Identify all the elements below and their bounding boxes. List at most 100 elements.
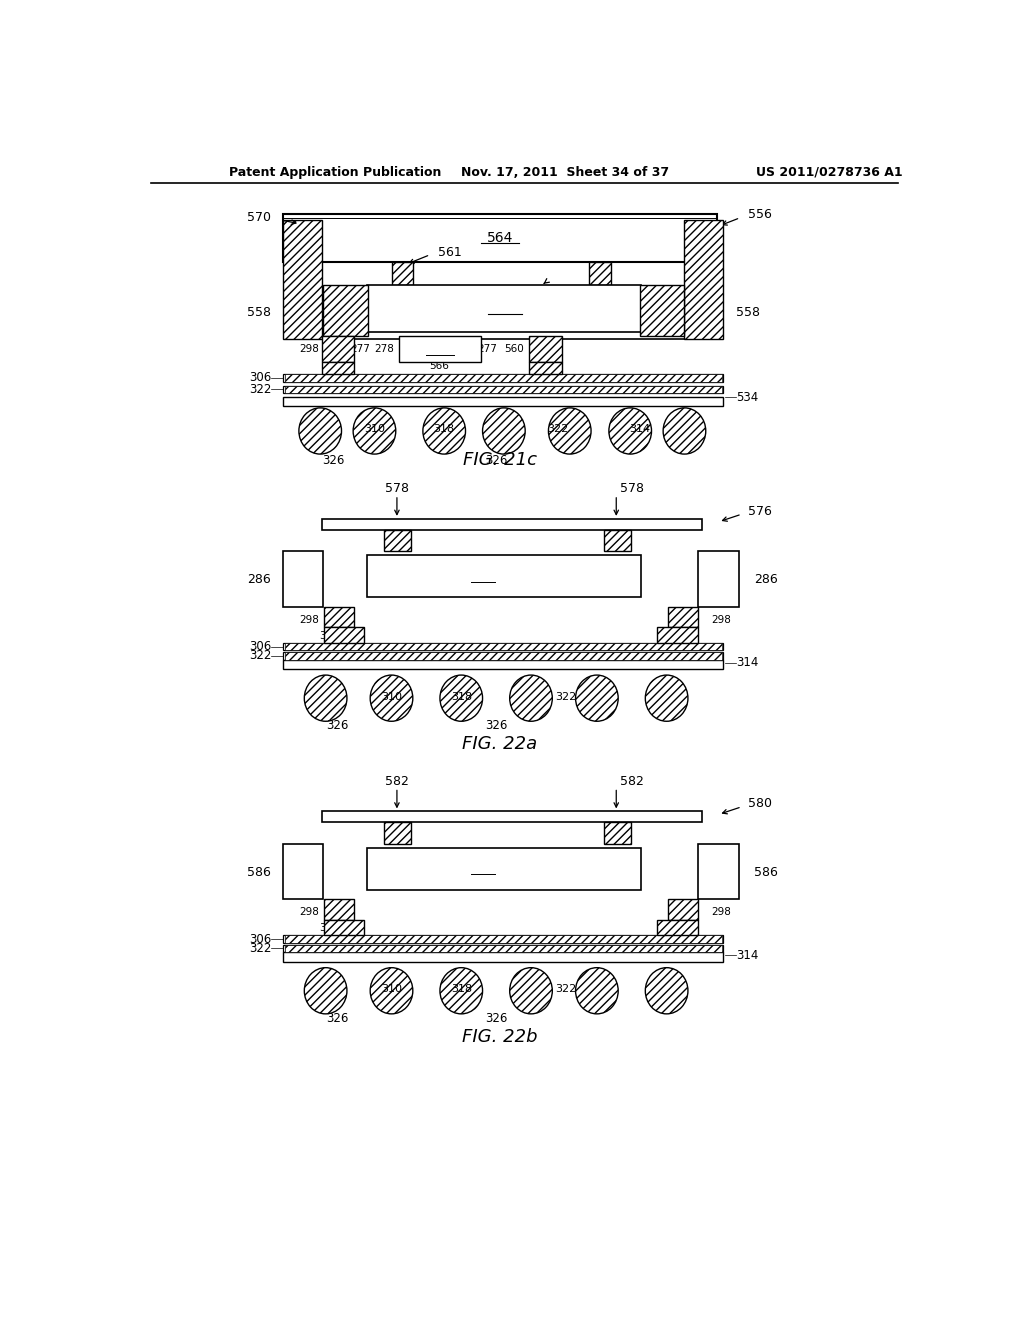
Bar bbox=[285, 936, 722, 942]
Text: 306: 306 bbox=[249, 640, 271, 653]
Text: FIG. 21c: FIG. 21c bbox=[463, 451, 537, 469]
Bar bbox=[640, 285, 684, 335]
Text: 582: 582 bbox=[385, 775, 409, 788]
Bar bbox=[384, 529, 411, 552]
Bar bbox=[283, 220, 322, 339]
Bar bbox=[322, 335, 354, 363]
Text: 562: 562 bbox=[430, 345, 450, 354]
Text: 286: 286 bbox=[248, 573, 271, 586]
Text: 310: 310 bbox=[381, 692, 402, 702]
Text: 326: 326 bbox=[323, 454, 344, 467]
Bar bbox=[324, 607, 353, 627]
Ellipse shape bbox=[371, 968, 413, 1014]
Text: 298: 298 bbox=[711, 907, 731, 917]
Bar bbox=[285, 374, 722, 381]
Text: 576: 576 bbox=[748, 504, 772, 517]
Text: 326: 326 bbox=[485, 1012, 507, 1026]
Text: 298: 298 bbox=[300, 907, 319, 917]
Text: 302: 302 bbox=[318, 631, 340, 640]
Bar bbox=[604, 822, 631, 843]
Bar bbox=[322, 812, 701, 822]
Text: 278: 278 bbox=[374, 345, 393, 354]
Bar bbox=[669, 899, 697, 920]
Ellipse shape bbox=[440, 968, 482, 1014]
Text: 310: 310 bbox=[381, 985, 402, 994]
Text: 277: 277 bbox=[350, 345, 371, 354]
Text: 566: 566 bbox=[536, 363, 556, 374]
Ellipse shape bbox=[482, 408, 525, 454]
Bar bbox=[283, 936, 723, 942]
Ellipse shape bbox=[371, 675, 413, 721]
Text: 277: 277 bbox=[477, 345, 497, 354]
Text: FIG. 22a: FIG. 22a bbox=[463, 735, 538, 754]
Bar bbox=[399, 335, 480, 363]
Bar bbox=[367, 554, 641, 598]
Bar bbox=[324, 627, 365, 643]
Text: 564: 564 bbox=[486, 231, 513, 246]
Bar bbox=[283, 397, 723, 407]
Text: 298: 298 bbox=[711, 615, 731, 624]
Ellipse shape bbox=[510, 968, 552, 1014]
Bar bbox=[321, 263, 686, 339]
Bar bbox=[684, 220, 723, 339]
Bar bbox=[669, 607, 697, 627]
Text: 278: 278 bbox=[441, 863, 463, 874]
Text: 326: 326 bbox=[326, 1012, 348, 1026]
Bar bbox=[283, 643, 723, 651]
Text: 286: 286 bbox=[755, 573, 778, 586]
Text: 558: 558 bbox=[248, 306, 271, 319]
Ellipse shape bbox=[609, 408, 651, 454]
Text: 277: 277 bbox=[416, 572, 437, 581]
Text: 314: 314 bbox=[736, 656, 759, 669]
Bar bbox=[283, 843, 324, 899]
Text: 314: 314 bbox=[736, 949, 759, 962]
Text: 318: 318 bbox=[433, 425, 455, 434]
Text: 322: 322 bbox=[249, 942, 271, 954]
Bar bbox=[384, 822, 411, 843]
Text: 298: 298 bbox=[537, 345, 558, 354]
Bar bbox=[367, 285, 641, 331]
Text: 584: 584 bbox=[472, 863, 494, 874]
Text: Patent Application Publication: Patent Application Publication bbox=[228, 166, 441, 178]
Text: 302: 302 bbox=[667, 924, 688, 933]
Text: 302: 302 bbox=[505, 863, 526, 874]
Text: 322: 322 bbox=[555, 692, 577, 702]
Text: 314: 314 bbox=[629, 425, 650, 434]
Bar bbox=[283, 214, 717, 263]
Text: 278: 278 bbox=[441, 572, 463, 581]
Text: 580: 580 bbox=[748, 797, 772, 810]
Ellipse shape bbox=[645, 675, 688, 721]
Bar bbox=[285, 945, 722, 952]
Text: 310: 310 bbox=[364, 425, 385, 434]
Bar bbox=[283, 385, 723, 393]
Ellipse shape bbox=[549, 408, 591, 454]
Bar bbox=[283, 952, 723, 961]
Bar bbox=[283, 660, 723, 669]
Text: 568: 568 bbox=[651, 305, 673, 317]
Bar bbox=[283, 552, 324, 607]
Ellipse shape bbox=[575, 968, 618, 1014]
Bar bbox=[285, 385, 722, 393]
Text: 578: 578 bbox=[620, 482, 644, 495]
Bar bbox=[324, 920, 365, 936]
Bar bbox=[529, 335, 562, 363]
Text: 566: 566 bbox=[430, 362, 450, 371]
Text: 556: 556 bbox=[748, 209, 772, 222]
Bar bbox=[367, 847, 641, 890]
Text: 326: 326 bbox=[485, 454, 507, 467]
Bar bbox=[322, 363, 354, 374]
Bar bbox=[604, 529, 631, 552]
Bar bbox=[285, 643, 722, 651]
Ellipse shape bbox=[304, 675, 347, 721]
Text: FIG. 22b: FIG. 22b bbox=[462, 1028, 538, 1045]
Bar bbox=[698, 843, 738, 899]
Text: 318: 318 bbox=[451, 985, 472, 994]
Text: 277: 277 bbox=[416, 863, 437, 874]
Ellipse shape bbox=[510, 675, 552, 721]
Text: Nov. 17, 2011  Sheet 34 of 37: Nov. 17, 2011 Sheet 34 of 37 bbox=[461, 166, 670, 178]
Bar bbox=[529, 363, 562, 374]
Text: 572: 572 bbox=[492, 302, 516, 315]
Text: 534: 534 bbox=[736, 391, 759, 404]
Ellipse shape bbox=[304, 968, 347, 1014]
Text: 306: 306 bbox=[249, 371, 271, 384]
